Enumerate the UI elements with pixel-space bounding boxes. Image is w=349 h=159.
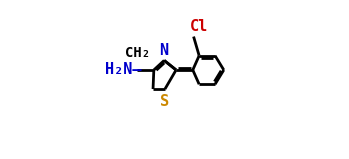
Text: H₂N—: H₂N— (105, 62, 142, 77)
Text: CH₂: CH₂ (125, 46, 150, 60)
Text: S: S (161, 94, 170, 109)
Text: Cl: Cl (190, 19, 208, 34)
Text: N: N (159, 43, 168, 58)
